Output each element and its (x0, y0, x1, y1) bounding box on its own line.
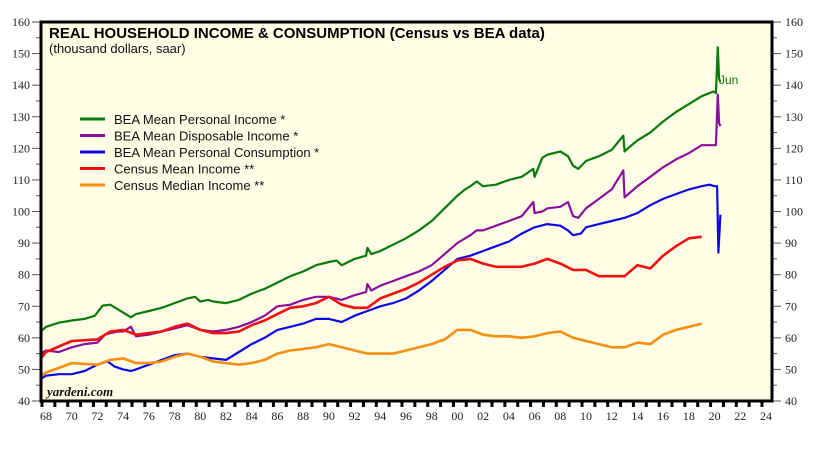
y-tick-label-left: 140 (12, 78, 30, 92)
x-tick-label: 90 (323, 409, 335, 423)
x-tick-label: 88 (297, 409, 309, 423)
y-tick-label-left: 100 (12, 205, 30, 219)
y-tick-label-right: 150 (785, 47, 803, 61)
chart-subtitle: (thousand dollars, saar) (49, 41, 186, 56)
x-tick-label: 24 (760, 409, 772, 423)
x-tick-label: 02 (477, 409, 489, 423)
x-tick-label: 18 (683, 409, 695, 423)
legend-label: BEA Mean Personal Consumption * (114, 145, 319, 160)
x-tick-label: 06 (529, 409, 541, 423)
x-tick-label: 16 (657, 409, 669, 423)
y-tick-label-left: 70 (18, 299, 30, 313)
x-tick-label: 94 (374, 409, 386, 423)
y-tick-label-left: 150 (12, 47, 30, 61)
y-tick-label-right: 110 (785, 173, 803, 187)
x-tick-label: 04 (503, 409, 515, 423)
legend-label: Census Mean Income ** (114, 162, 254, 177)
series-line-2 (40, 93, 722, 355)
y-tick-label-left: 130 (12, 110, 30, 124)
y-axis-left: 40 50 60 70 80 90 100 110 120 130 140 150 160 (12, 15, 41, 408)
x-tick-label: 82 (220, 409, 232, 423)
y-tick-label-right: 120 (785, 141, 803, 155)
legend-label: BEA Mean Personal Income * (114, 112, 285, 127)
plot-area (41, 22, 772, 401)
x-tick-label: 84 (246, 409, 258, 423)
x-tick-label: 00 (451, 409, 463, 423)
y-tick-label-left: 80 (18, 268, 30, 282)
series-line-4 (39, 235, 702, 360)
y-tick-label-right: 160 (785, 15, 803, 29)
x-tick-label: 10 (580, 409, 592, 423)
x-tick-label: 08 (554, 409, 566, 423)
y-tick-label-left: 120 (12, 141, 30, 155)
y-tick-label-left: 40 (18, 394, 30, 408)
x-tick-label: 96 (400, 409, 412, 423)
x-axis: 68 70 72 74 76 78 80 82 84 86 88 90 92 94 96 98 00 02 04 06… (40, 401, 772, 423)
y-tick-label-left: 110 (12, 173, 30, 187)
legend-label: BEA Mean Disposable Income * (114, 129, 298, 144)
y-tick-label-right: 60 (785, 331, 797, 345)
y-tick-label-right: 90 (785, 236, 797, 250)
y-tick-label-left: 90 (18, 236, 30, 250)
series-line-3 (40, 183, 722, 380)
x-tick-label: 68 (40, 409, 52, 423)
y-tick-label-left: 60 (18, 331, 30, 345)
x-tick-label: 12 (606, 409, 618, 423)
y-tick-label-right: 70 (785, 299, 797, 313)
y-tick-label-left: 50 (18, 362, 30, 376)
x-tick-label: 20 (709, 409, 721, 423)
y-tick-label-right: 50 (785, 362, 797, 376)
chart-title: REAL HOUSEHOLD INCOME & CONSUMPTION (Cen… (49, 25, 545, 42)
legend: BEA Mean Personal Income * BEA Mean Dispo… (80, 112, 319, 193)
y-axis-right: 40 50 60 70 80 90 100 110 120 130 140 150 160 (772, 15, 803, 408)
legend-label: Census Median Income ** (114, 178, 264, 193)
x-tick-label: 86 (271, 409, 283, 423)
x-tick-label: 92 (349, 409, 361, 423)
series-line-5 (40, 322, 703, 377)
x-tick-label: 98 (426, 409, 438, 423)
plot-frame (39, 20, 774, 403)
x-tick-label: 74 (117, 409, 129, 423)
x-tick-label: 80 (194, 409, 206, 423)
x-tick-label: 76 (143, 409, 155, 423)
x-tick-label: 70 (66, 409, 78, 423)
series-line-1 (40, 46, 722, 333)
x-tick-label: 14 (631, 409, 643, 423)
y-tick-label-left: 160 (12, 15, 30, 29)
annotation-jun: Jun (719, 73, 738, 87)
source-label: yardeni.com (45, 384, 113, 399)
y-tick-label-right: 80 (785, 268, 797, 282)
x-tick-label: 22 (734, 409, 746, 423)
y-tick-label-right: 40 (785, 394, 797, 408)
x-tick-label: 78 (169, 409, 181, 423)
y-tick-label-right: 130 (785, 110, 803, 124)
series-layer (39, 46, 722, 380)
x-tick-label: 72 (91, 409, 103, 423)
y-tick-label-right: 100 (785, 205, 803, 219)
y-tick-label-right: 140 (785, 78, 803, 92)
